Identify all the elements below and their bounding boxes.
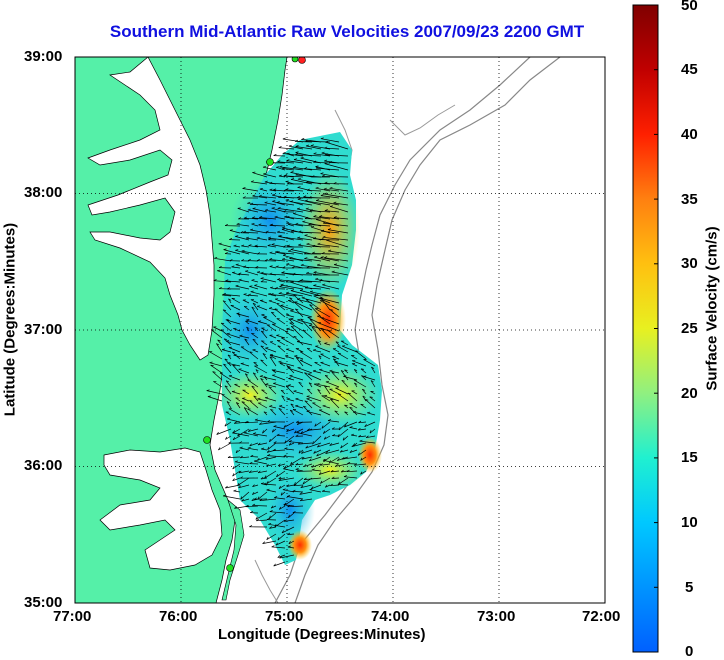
x-tick-label: 74:00: [371, 608, 409, 625]
y-tick-label: 37:00: [24, 321, 62, 338]
x-tick-label: 75:00: [265, 608, 303, 625]
velocity-vector: [293, 275, 312, 276]
x-axis-label: Longitude (Degrees:Minutes): [218, 626, 426, 643]
velocity-vector-head: [245, 321, 248, 322]
velocity-vector-head: [246, 320, 249, 321]
y-axis-label: Latitude (Degrees:Minutes): [2, 215, 19, 425]
velocity-vector-head: [370, 397, 373, 398]
velocity-vector-head: [262, 390, 265, 391]
colorbar-tick-label: 50: [681, 0, 698, 14]
velocity-vector-head: [285, 355, 288, 356]
colorbar-tick-label: 25: [681, 320, 698, 337]
velocity-vector-head: [317, 316, 320, 317]
colorbar-tick-label: 0: [685, 643, 693, 660]
velocity-vector-head: [285, 331, 288, 332]
velocity-vector-head: [265, 348, 268, 349]
y-tick-label: 36:00: [24, 457, 62, 474]
colorbar-label: Surface Velocity (cm/s): [704, 219, 721, 399]
velocity-vector-head: [356, 351, 359, 352]
velocity-vector: [338, 485, 348, 486]
x-tick-label: 77:00: [53, 608, 91, 625]
colorbar-tick-label: 5: [685, 579, 693, 596]
velocity-vector-head: [307, 396, 310, 397]
chart-title: Southern Mid-Atlantic Raw Velocities 200…: [62, 22, 632, 42]
velocity-vector-head: [221, 323, 224, 324]
velocity-mid-patch: [215, 370, 285, 420]
colorbar-tick-label: 35: [681, 191, 698, 208]
velocity-vector-head: [344, 405, 347, 406]
colorbar-tick-label: 40: [681, 126, 698, 143]
colorbar-tick-label: 20: [681, 385, 698, 402]
radar-station-marker: [204, 437, 211, 444]
velocity-vector-head: [275, 309, 278, 310]
colorbar-tick-label: 45: [681, 61, 698, 78]
velocity-vector-head: [260, 300, 263, 301]
y-tick-label: 39:00: [24, 48, 62, 65]
colorbar-tick-label: 30: [681, 255, 698, 272]
velocity-vector-head: [321, 362, 324, 363]
velocity-vector: [312, 247, 330, 248]
radar-station-marker: [299, 57, 306, 64]
velocity-vector-head: [324, 395, 327, 396]
velocity-vector-head: [244, 306, 247, 307]
radar-station-marker: [227, 565, 234, 572]
velocity-vector: [251, 457, 259, 458]
velocity-vector-head: [249, 352, 252, 353]
y-tick-label: 38:00: [24, 184, 62, 201]
x-tick-label: 76:00: [159, 608, 197, 625]
velocity-vector-head: [361, 369, 364, 370]
colorbar-tick-label: 15: [681, 449, 698, 466]
velocity-mid-patch: [295, 450, 365, 490]
velocity-vector-head: [277, 303, 280, 304]
velocity-vector-head: [288, 367, 291, 368]
x-tick-label: 72:00: [582, 608, 620, 625]
x-tick-label: 73:00: [477, 608, 515, 625]
colorbar-tick-label: 10: [681, 514, 698, 531]
velocity-vector-head: [238, 208, 241, 209]
radar-station-marker: [267, 159, 274, 166]
